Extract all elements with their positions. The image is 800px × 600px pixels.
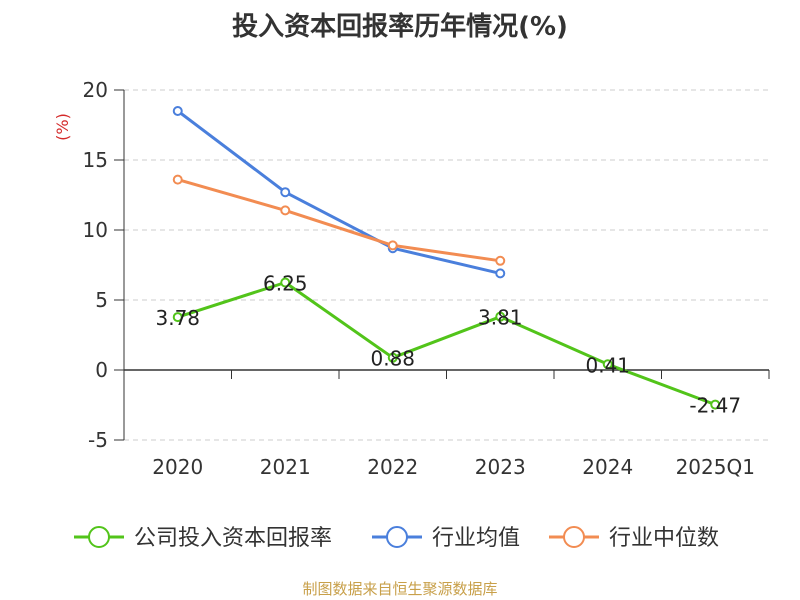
data-label: 0.41 (585, 353, 630, 377)
legend-swatch-marker (386, 526, 408, 548)
data-point (172, 106, 183, 116)
y-tick-label: 0 (95, 358, 108, 382)
legend-swatch-marker (88, 526, 110, 548)
data-point (387, 352, 398, 363)
y-tick-label: 15 (83, 148, 108, 172)
data-point (172, 312, 183, 323)
source-footnote: 制图数据来自恒生聚源数据库 (302, 580, 498, 598)
x-tick-label: 2024 (582, 455, 633, 479)
axes: 20 15 10 5 0 -5 2020 2021 2022 2023 2024 2025Q1 (83, 78, 770, 479)
legend-item-0[interactable]: 公司投入资本回报率 (74, 526, 332, 551)
data-label: 3.78 (155, 306, 200, 330)
data-point (172, 174, 183, 185)
legend-label: 行业中位数 (609, 526, 719, 551)
legend-swatch-marker (563, 526, 585, 548)
series-line-0 (177, 281, 716, 407)
data-point (495, 268, 506, 279)
legend-item-2[interactable]: 行业中位数 (549, 526, 719, 551)
series-line-2 (177, 178, 501, 263)
data-label: -2.47 (689, 394, 741, 418)
x-tick-label: 2023 (475, 455, 526, 479)
data-point (387, 240, 398, 251)
y-tick-label: 20 (83, 78, 108, 102)
x-tick-label: 2021 (260, 455, 311, 479)
legend-item-1[interactable]: 行业均值 (372, 526, 520, 551)
y-axis-label: (%) (53, 113, 72, 141)
data-labels: 3.78 6.25 0.88 3.81 0.41 -2.47 (155, 272, 741, 418)
series-lines (172, 106, 721, 410)
data-point (602, 359, 613, 370)
x-tick-label: 2020 (152, 455, 203, 479)
legend-label: 行业均值 (432, 526, 520, 551)
data-point (280, 277, 291, 288)
data-point (280, 205, 291, 216)
data-point (280, 187, 291, 198)
data-point (495, 311, 506, 322)
data-label: 0.88 (370, 347, 415, 371)
x-tick-label: 2022 (367, 455, 418, 479)
legend[interactable]: 公司投入资本回报率 行业均值 行业中位数 (74, 526, 719, 551)
chart-title: 投入资本回报率历年情况(%) (232, 12, 568, 42)
data-label: 3.81 (478, 306, 523, 330)
data-point (710, 399, 721, 410)
data-label: 6.25 (263, 272, 308, 296)
data-point (495, 255, 506, 266)
legend-label: 公司投入资本回报率 (134, 526, 332, 551)
y-tick-label: 5 (95, 288, 108, 312)
x-tick-label: 2025Q1 (676, 455, 755, 479)
series-line-1 (176, 109, 501, 275)
y-tick-label: 10 (83, 218, 108, 242)
y-tick-label: -5 (88, 428, 108, 452)
